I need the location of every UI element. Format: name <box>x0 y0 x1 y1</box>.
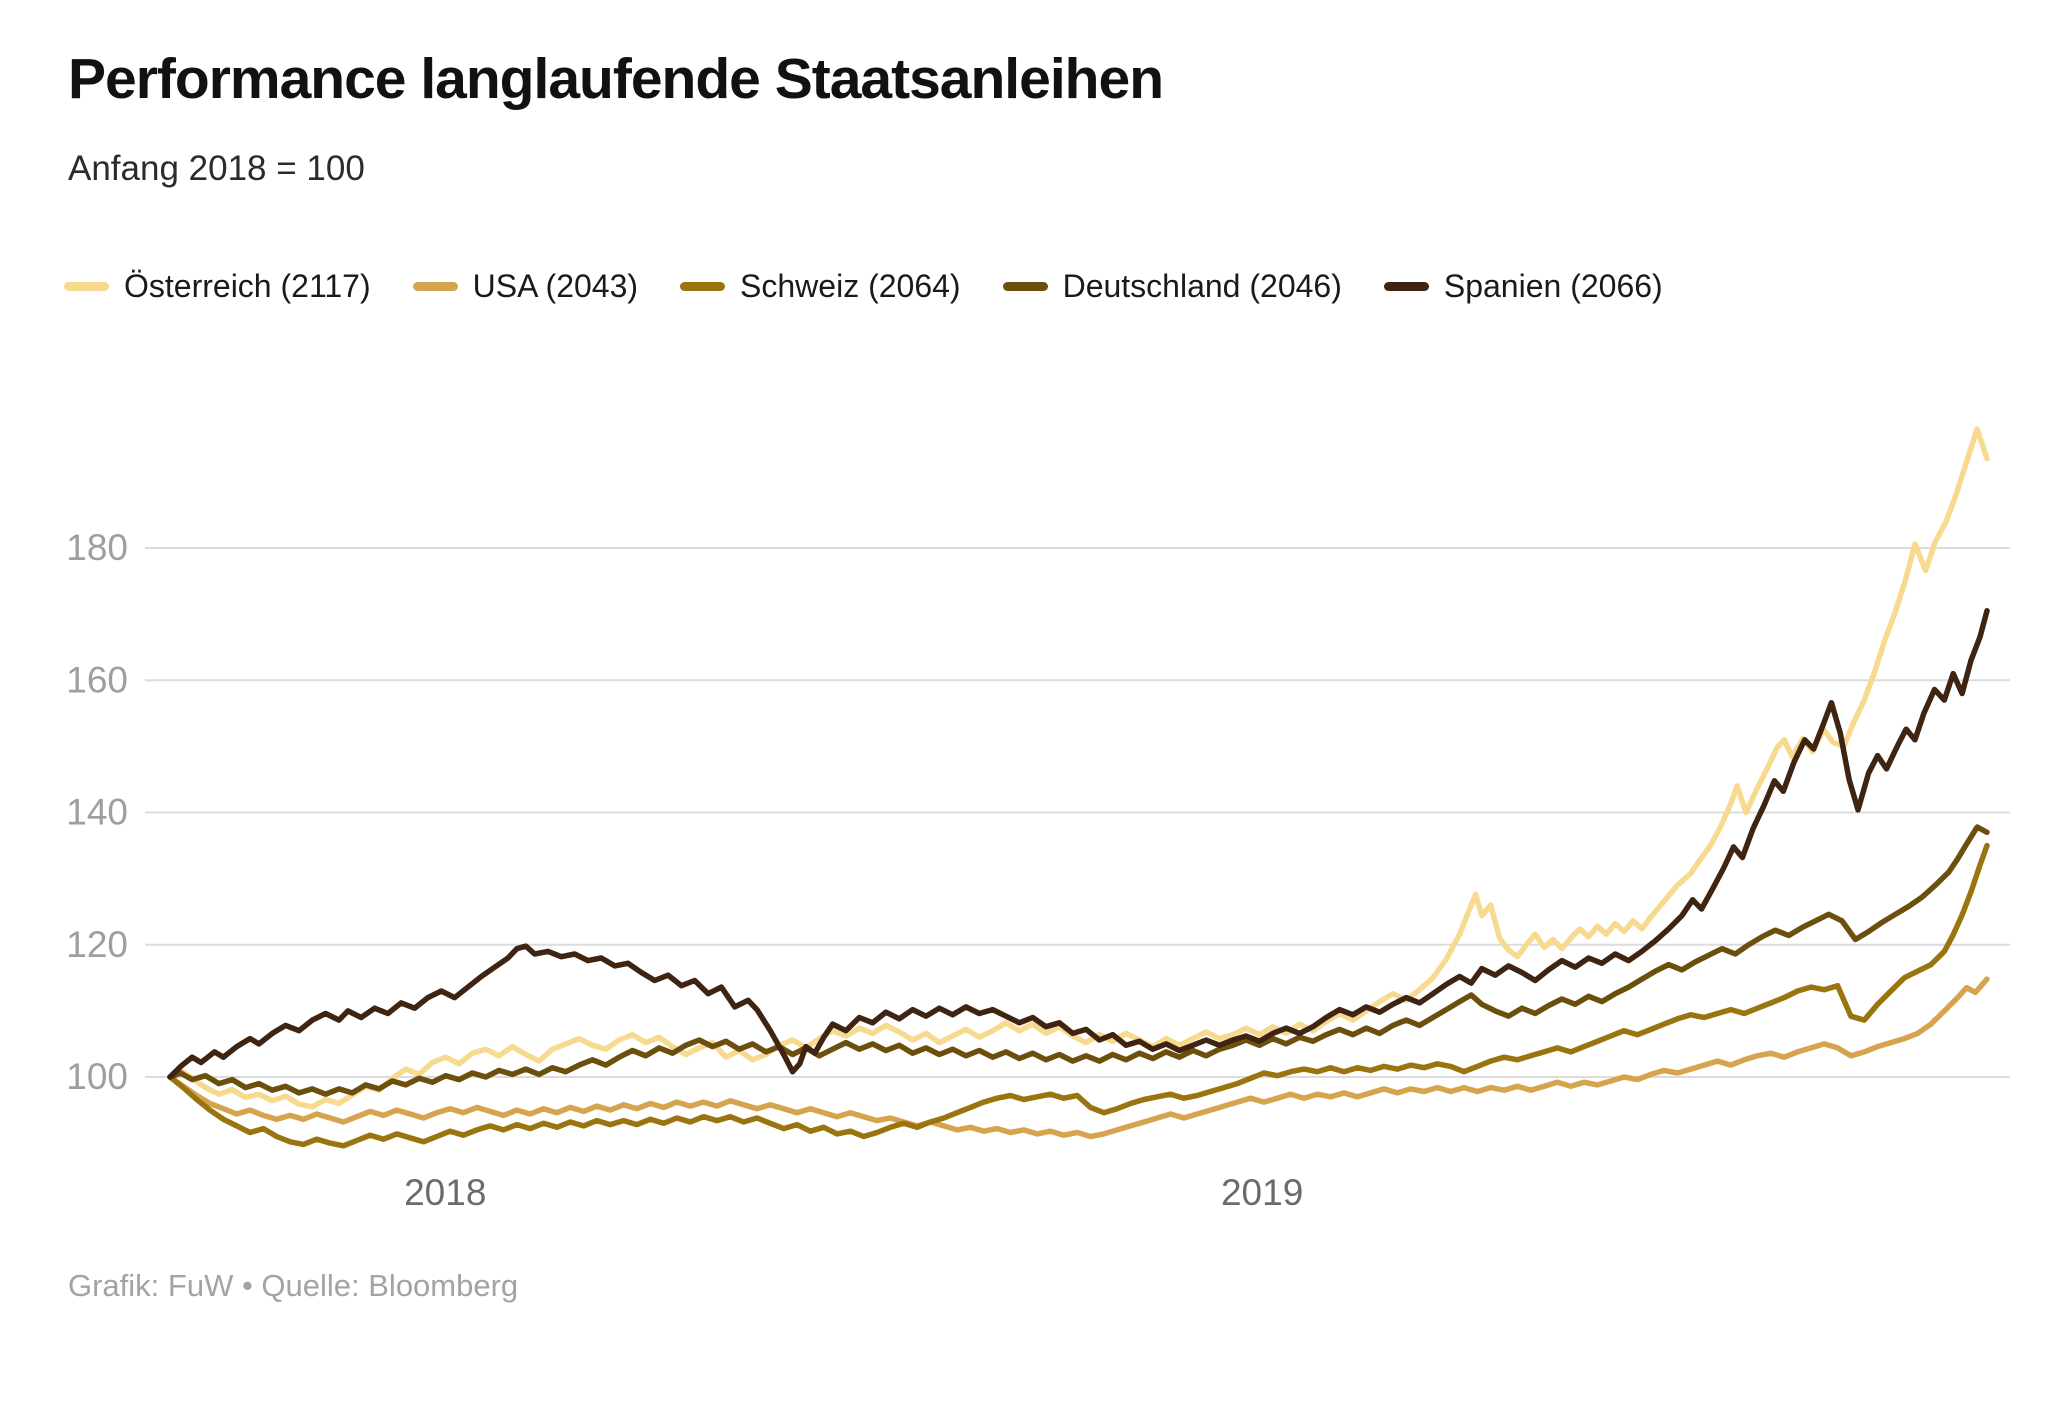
y-axis-tick-label: 100 <box>66 1056 128 1097</box>
legend-item-deutschland: Deutschland (2046) <box>1002 268 1342 305</box>
y-axis-tick-label: 180 <box>66 527 128 568</box>
chart-header: Performance langlaufende Staatsanleihen … <box>68 48 1968 189</box>
chart-subtitle: Anfang 2018 = 100 <box>68 148 365 188</box>
page-title: Performance langlaufende Staatsanleihen <box>68 47 1164 111</box>
legend-swatch <box>680 282 726 291</box>
legend-label: Österreich (2117) <box>124 268 371 304</box>
series-line-Deutschland <box>167 824 1990 1097</box>
legend-swatch <box>1002 282 1048 291</box>
legend-item-usa: USA (2043) <box>412 268 639 305</box>
x-axis-tick-label: 2019 <box>1221 1172 1303 1213</box>
legend: Österreich (2117) USA (2043) Schweiz (20… <box>64 268 1663 305</box>
legend-item-spanien: Spanien (2066) <box>1383 268 1663 305</box>
legend-item-schweiz: Schweiz (2064) <box>680 268 961 305</box>
series-line-Oesterreich <box>167 426 1990 1110</box>
series-line-Spanien <box>167 608 1990 1080</box>
source-credit: Grafik: FuW • Quelle: Bloomberg <box>68 1268 519 1303</box>
y-axis-tick-label: 120 <box>66 924 128 965</box>
legend-swatch <box>1383 282 1429 291</box>
series-line-USA <box>167 976 1990 1140</box>
x-axis-tick-label: 2018 <box>404 1172 486 1213</box>
legend-swatch <box>412 282 458 291</box>
y-axis-tick-label: 140 <box>66 792 128 833</box>
y-axis-tick-label: 160 <box>66 659 128 700</box>
legend-label: Deutschland (2046) <box>1062 268 1342 304</box>
legend-label: Schweiz (2064) <box>740 268 961 304</box>
legend-label: Spanien (2066) <box>1443 268 1663 304</box>
legend-swatch <box>64 282 109 291</box>
legend-item-oesterreich: Österreich (2117) <box>64 268 371 305</box>
legend-label: USA (2043) <box>472 268 639 304</box>
series-line-Schweiz <box>167 842 1990 1149</box>
